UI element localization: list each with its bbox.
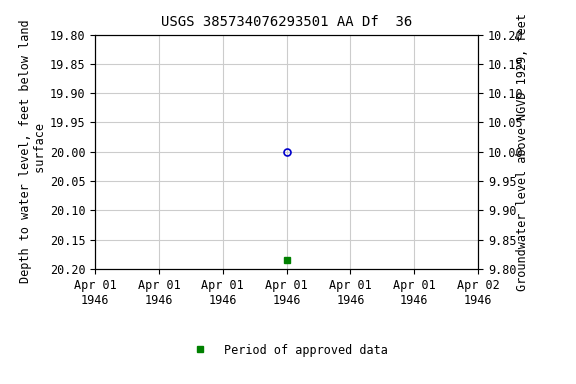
Y-axis label: Depth to water level, feet below land
 surface: Depth to water level, feet below land su… [19, 20, 47, 283]
Title: USGS 385734076293501 AA Df  36: USGS 385734076293501 AA Df 36 [161, 15, 412, 29]
Y-axis label: Groundwater level above NGVD 1929, feet: Groundwater level above NGVD 1929, feet [516, 13, 529, 291]
Legend: Period of approved data: Period of approved data [180, 339, 393, 361]
